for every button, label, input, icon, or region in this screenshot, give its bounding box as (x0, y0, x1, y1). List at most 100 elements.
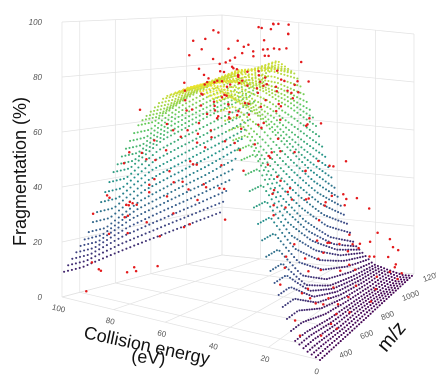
surface-point (277, 63, 280, 66)
surface-point (290, 329, 293, 332)
surface-point (144, 225, 147, 228)
surface-point (180, 145, 183, 148)
surface-point (324, 268, 328, 271)
surface-point (311, 265, 314, 268)
observed-point (342, 193, 345, 196)
surface-point (173, 165, 176, 168)
surface-point (276, 280, 279, 283)
observed-point (298, 334, 302, 337)
surface-point (362, 293, 365, 296)
surface-point (249, 83, 252, 86)
surface-point (249, 103, 252, 106)
surface-point (163, 125, 166, 128)
surface-point (306, 166, 310, 169)
surface-point (270, 174, 273, 177)
surface-point (400, 280, 403, 283)
surface-point (242, 146, 245, 149)
surface-point (305, 228, 308, 231)
surface-point (318, 229, 321, 232)
surface-point (313, 233, 316, 236)
surface-point (138, 150, 141, 153)
surface-point (263, 110, 266, 113)
surface-point (151, 121, 154, 124)
surface-point (357, 304, 360, 308)
observed-point (264, 98, 267, 102)
observed-point (307, 197, 310, 200)
surface-point (79, 244, 82, 247)
surface-point (205, 88, 208, 92)
surface-point (332, 330, 335, 333)
surface-point (353, 252, 356, 255)
surface-point (354, 281, 357, 284)
surface-point (159, 218, 162, 221)
surface-point (333, 314, 336, 317)
surface-point (327, 333, 331, 336)
surface-point (269, 164, 272, 167)
surface-point (264, 72, 268, 75)
surface-point (161, 112, 164, 115)
surface-point (169, 106, 172, 109)
surface-point (317, 267, 320, 270)
surface-point (199, 218, 202, 221)
surface-point (325, 205, 328, 208)
observed-point (202, 73, 206, 77)
x-tick-label: 60 (156, 328, 167, 339)
observed-point (253, 143, 257, 146)
surface-point (365, 279, 368, 282)
surface-point (330, 246, 333, 250)
surface-point (251, 76, 254, 79)
surface-point (262, 97, 265, 100)
surface-point (318, 340, 321, 343)
surface-point (234, 71, 237, 74)
surface-point (263, 67, 266, 70)
surface-point (209, 122, 212, 125)
surface-point (170, 198, 173, 201)
surface-point (209, 82, 212, 85)
surface-point (357, 296, 361, 300)
observed-point (257, 69, 260, 73)
z-tick-label: 0 (38, 293, 43, 302)
surface-point (169, 150, 172, 153)
surface-point (162, 146, 165, 149)
surface-point (172, 229, 175, 232)
surface-point (361, 315, 364, 318)
surface-point (147, 209, 150, 212)
surface-point (151, 168, 154, 171)
surface-point (121, 213, 124, 216)
surface-point (382, 278, 385, 281)
surface-point (120, 162, 123, 165)
gridline (113, 258, 261, 310)
surface-point (322, 313, 325, 316)
surface-point (151, 193, 154, 196)
surface-point (389, 291, 392, 294)
surface-point (305, 253, 308, 256)
surface-point (336, 322, 339, 325)
observed-point (326, 241, 329, 245)
surface-point (367, 314, 370, 317)
observed-point (145, 220, 148, 224)
surface-point (286, 210, 289, 214)
surface-point (174, 188, 177, 192)
observed-point (238, 148, 242, 152)
surface-point (254, 123, 257, 126)
surface-point (312, 300, 315, 304)
surface-point (195, 121, 198, 124)
observed-point (300, 291, 304, 295)
observed-point (272, 204, 275, 207)
surface-point (234, 96, 237, 100)
surface-point (159, 108, 162, 111)
surface-point (275, 249, 278, 252)
surface-point (332, 259, 335, 262)
surface-point (274, 233, 277, 236)
observed-point (393, 266, 397, 269)
surface-point (358, 323, 361, 326)
surface-point (140, 219, 143, 222)
observed-point (220, 95, 224, 99)
surface-point (247, 172, 250, 175)
surface-point (253, 67, 256, 70)
surface-point (303, 156, 306, 159)
surface-point (319, 314, 322, 317)
observed-point (164, 149, 168, 152)
surface-point (205, 115, 208, 119)
surface-point (181, 177, 184, 180)
